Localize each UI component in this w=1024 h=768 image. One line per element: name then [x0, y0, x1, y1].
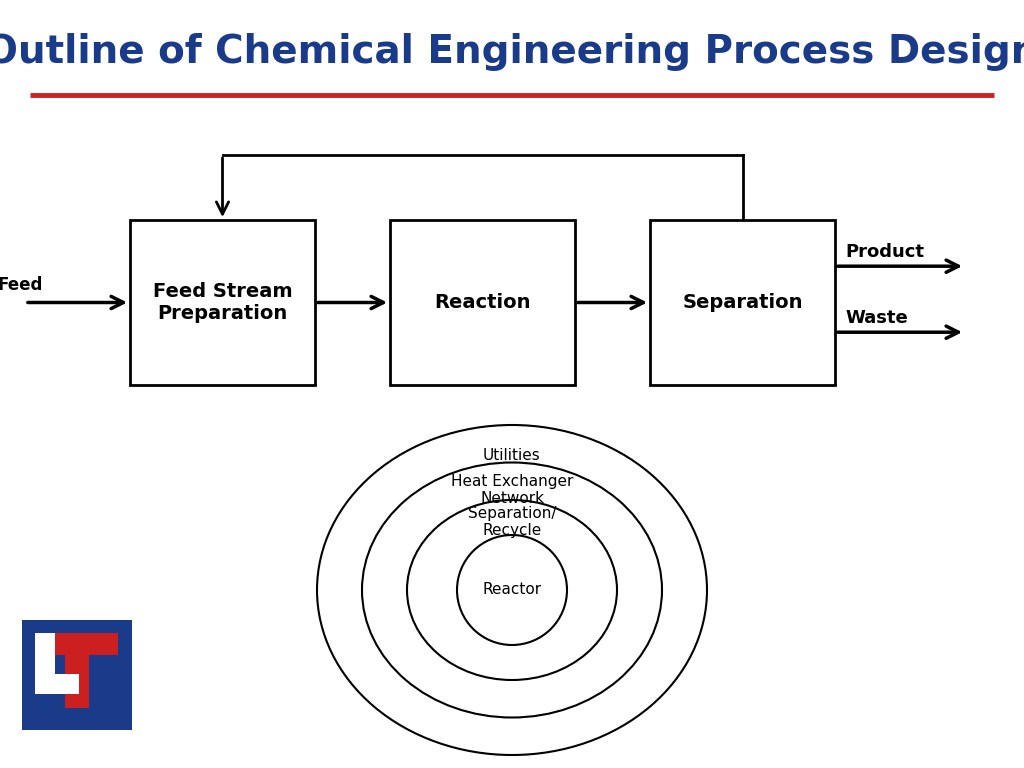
Bar: [65, 633, 89, 708]
Bar: [35, 633, 55, 694]
Bar: [36, 633, 118, 655]
Text: Waste: Waste: [845, 310, 907, 327]
Text: Reactor: Reactor: [482, 582, 542, 598]
Text: Separation/
Recycle: Separation/ Recycle: [468, 506, 556, 538]
Bar: [22, 620, 132, 730]
Text: Separation: Separation: [682, 293, 803, 312]
Ellipse shape: [457, 535, 567, 645]
Bar: [390, 220, 575, 385]
Ellipse shape: [407, 500, 617, 680]
Ellipse shape: [362, 462, 662, 717]
Bar: [130, 220, 315, 385]
Text: Feed Stream
Preparation: Feed Stream Preparation: [153, 282, 292, 323]
Text: Reaction: Reaction: [434, 293, 530, 312]
Text: Utilities: Utilities: [483, 448, 541, 462]
Text: Feed: Feed: [0, 276, 43, 293]
Text: Heat Exchanger
Network: Heat Exchanger Network: [451, 474, 573, 506]
Bar: [35, 674, 79, 694]
Text: Product: Product: [845, 243, 924, 261]
Ellipse shape: [317, 425, 707, 755]
Bar: [650, 220, 835, 385]
Text: Outline of Chemical Engineering Process Design: Outline of Chemical Engineering Process …: [0, 33, 1024, 71]
